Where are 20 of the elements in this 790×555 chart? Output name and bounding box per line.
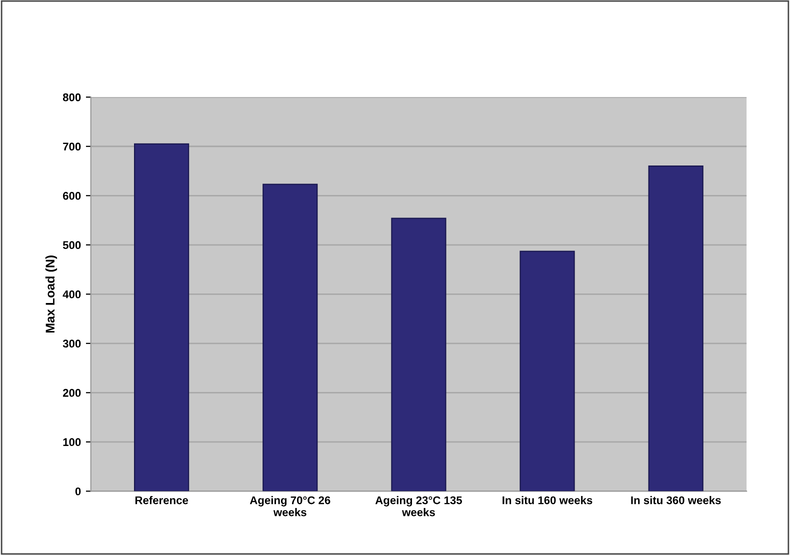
bar xyxy=(262,184,318,492)
bar xyxy=(391,218,446,492)
bar xyxy=(648,166,704,492)
x-tick-label: Reference xyxy=(135,496,188,504)
x-tick-label: In situ 360 weeks xyxy=(631,496,721,504)
y-tick-label: 800 xyxy=(62,93,81,102)
bar xyxy=(134,143,190,492)
x-tick-label: In situ 160 weeks xyxy=(502,496,592,504)
y-tick-label: 500 xyxy=(62,241,81,250)
y-tick-label: 0 xyxy=(75,487,81,496)
y-tick-label: 300 xyxy=(62,340,81,348)
x-tick-label: Ageing 23°C 135 weeks xyxy=(375,496,462,516)
bar xyxy=(520,250,575,492)
y-tick-label: 200 xyxy=(62,388,81,397)
y-axis-title: Max Load (N) xyxy=(45,256,58,333)
y-tick-label: 600 xyxy=(63,192,81,200)
y-tick-label: 700 xyxy=(63,142,81,151)
x-tick-label: Ageing 70°C 26 weeks xyxy=(250,496,330,516)
y-tick-label: 100 xyxy=(63,438,81,446)
y-tick-label: 400 xyxy=(62,290,81,298)
